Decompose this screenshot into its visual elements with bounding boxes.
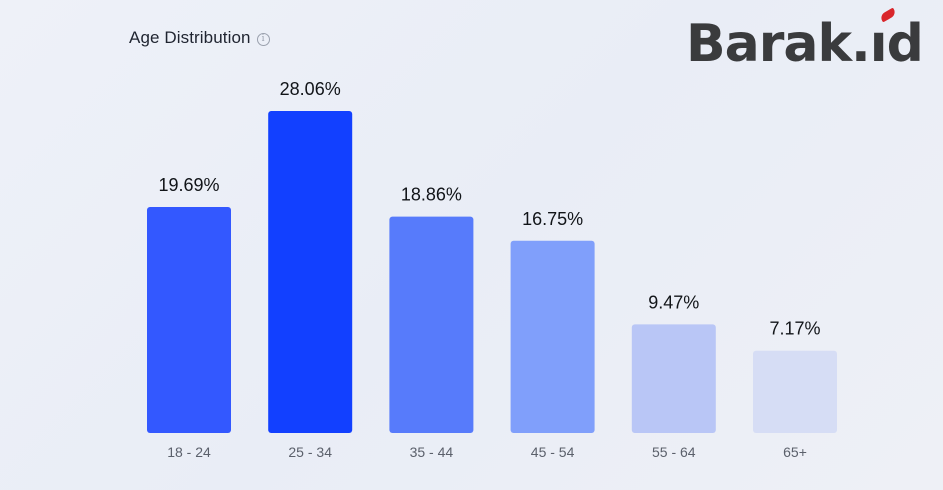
bar-3 (510, 240, 595, 433)
brand-logo: Barak.ı d (686, 7, 924, 74)
bar-5 (753, 350, 837, 433)
bar-2 (389, 216, 474, 433)
x-tick-label: 35 - 44 (410, 444, 454, 460)
bar-1 (268, 111, 353, 433)
x-tick-label: 55 - 64 (652, 444, 696, 460)
chart-title: Age Distribution (129, 28, 251, 47)
bar-value-label: 7.17% (769, 319, 820, 339)
bar-value-label: 28.06% (280, 79, 341, 99)
bar-value-label: 9.47% (648, 292, 699, 312)
chart-header: Age Distribution i (129, 28, 270, 48)
bar-4 (631, 324, 716, 433)
x-tick-label: 65+ (783, 444, 807, 460)
x-tick-label: 45 - 54 (531, 444, 575, 460)
bar-0 (147, 207, 231, 433)
brand-logo-text: Barak.ı d (686, 7, 924, 74)
x-tick-label: 18 - 24 (167, 444, 211, 460)
x-tick-label: 25 - 34 (288, 444, 332, 460)
bar-value-label: 18.86% (401, 185, 462, 205)
bar-value-label: 19.69% (158, 175, 219, 195)
bar-value-label: 16.75% (522, 209, 583, 229)
info-icon[interactable]: i (256, 32, 270, 46)
